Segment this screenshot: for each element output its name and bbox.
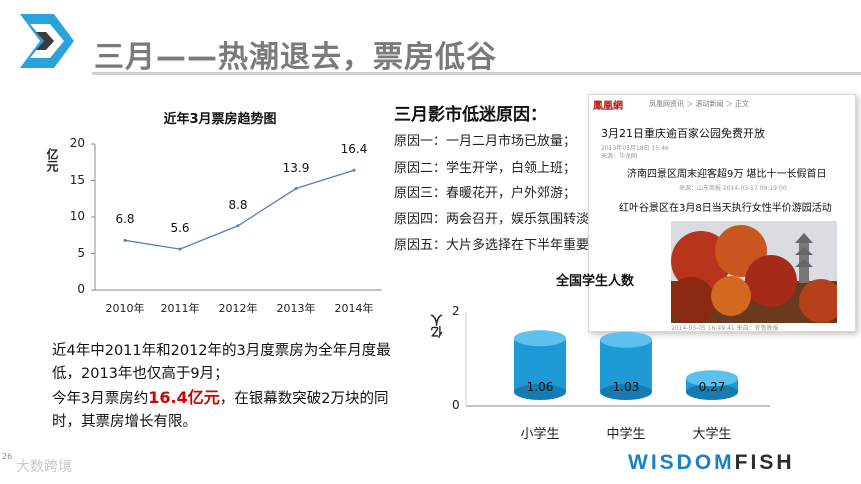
line-chart-y-axis-label: 亿元	[45, 148, 59, 172]
bar-chart-category-label: 小学生	[520, 427, 560, 442]
line-chart-title: 近年3月票房趋势图	[163, 112, 277, 127]
box-office-highlight: 16.4亿元	[148, 388, 220, 407]
summary-line-2: 今年3月票房约16.4亿元，在银幕数突破2万块的同时，其票房增长有限。	[52, 386, 412, 434]
title-divider	[92, 72, 861, 75]
reason-item-2: 原因二：学生开学，白领上班；	[394, 161, 577, 176]
line-chart-point	[352, 168, 356, 172]
bar-chart-y-tick-label: 0	[452, 398, 460, 412]
line-chart-x-tick-label: 2011年	[160, 302, 200, 315]
line-chart-point	[123, 238, 127, 242]
bar-chart-category-label: 大学生	[692, 427, 732, 442]
brand-part-1: WISDOM	[628, 451, 735, 474]
line-chart-x-tick-label: 2012年	[218, 302, 258, 315]
news-source-2: 来源：山东商报 2014-03-17 09:19:00	[679, 185, 787, 192]
news-photo-caption: 2014-03-05 16:49:41 来自：齐鲁晚报	[671, 325, 779, 332]
page-number: 26	[2, 452, 13, 461]
line-chart-x-tick-label: 2014年	[334, 302, 374, 315]
news-date: 2013年03月18日 15:46	[601, 145, 669, 152]
line-chart-y-tick-label: 15	[69, 172, 85, 187]
bar-chart-category-label: 中学生	[606, 427, 646, 442]
bar-chart-value-label: 1.06	[526, 380, 554, 394]
line-chart-point	[294, 187, 298, 191]
news-clipping: 鳳凰網 凤凰网资讯 ＞ 滚动新闻 ＞ 正文 3月21日重庆逾百家公园免费开放 2…	[588, 94, 856, 332]
brand-part-2: FISH	[734, 451, 795, 474]
line-chart-data-label: 6.8	[115, 212, 135, 227]
news-subheadline-2: 红叶谷景区在3月8日当天执行女性半价游园活动	[619, 203, 832, 214]
reason-item-3: 原因三：春暖花开，户外郊游；	[394, 186, 577, 201]
news-subheadline: 济南四景区周末迎客超9万 堪比十一长假首日	[627, 169, 827, 180]
reason-item-1: 原因一：一月二月市场已放量；	[394, 134, 577, 149]
brand-logo: WISDOMFISH	[628, 451, 795, 475]
line-chart-x-tick-label: 2010年	[105, 302, 145, 315]
line-chart-point	[178, 247, 182, 251]
page-title: 三月——热潮退去，票房低谷	[94, 40, 497, 75]
bar-chart-bar	[600, 331, 652, 400]
line-chart-data-label: 8.8	[228, 197, 248, 212]
bar-chart-y-tick-label: 2	[452, 304, 460, 318]
autumn-pagoda-photo	[671, 221, 837, 323]
news-headline: 3月21日重庆逾百家公园免费开放	[601, 127, 765, 140]
summary-line-1: 近4年中2011年和2012年的3月度票房为全年月度最低，2013年也仅高于9月…	[52, 343, 391, 382]
line-chart	[91, 143, 382, 291]
summary-paragraph: 近4年中2011年和2012年的3月度票房为全年月度最低，2013年也仅高于9月…	[52, 340, 412, 434]
line-chart-point	[236, 224, 240, 228]
watermark: 大数跨境	[16, 459, 72, 475]
summary-line-2-prefix: 今年3月票房约	[52, 391, 149, 407]
line-chart-y-tick-label: 0	[77, 282, 85, 296]
line-chart-data-label: 16.4	[340, 142, 368, 157]
bar-chart-bar	[514, 330, 566, 400]
line-chart-y-tick-label: 20	[69, 136, 85, 150]
line-chart-y-tick-label: 10	[69, 209, 85, 223]
news-site-name: 鳳凰網	[593, 101, 623, 112]
news-breadcrumb: 凤凰网资讯 ＞ 滚动新闻 ＞ 正文	[649, 100, 749, 108]
bar-chart	[465, 312, 770, 407]
company-logo	[20, 14, 74, 68]
line-chart-y-tick-label: 5	[77, 245, 85, 260]
bar-chart-title: 全国学生人数	[556, 274, 635, 289]
bar-chart-bar	[686, 370, 738, 400]
line-chart-data-label: 5.6	[170, 221, 190, 236]
line-chart-data-label: 13.9	[282, 160, 310, 175]
bar-chart-value-label: 0.27	[698, 380, 726, 394]
summary-line-2-suffix: ，在银幕数突破2万块的同时，其票房增长有限。	[52, 391, 389, 430]
reason-item-4: 原因四：两会召开，娱乐氛围转淡；	[394, 212, 603, 227]
news-source: 来源：华龙网	[601, 153, 638, 160]
line-chart-x-tick-label: 2013年	[276, 302, 316, 315]
bar-chart-value-label: 1.03	[612, 380, 640, 394]
reasons-title: 三月影市低迷原因：	[394, 105, 547, 125]
